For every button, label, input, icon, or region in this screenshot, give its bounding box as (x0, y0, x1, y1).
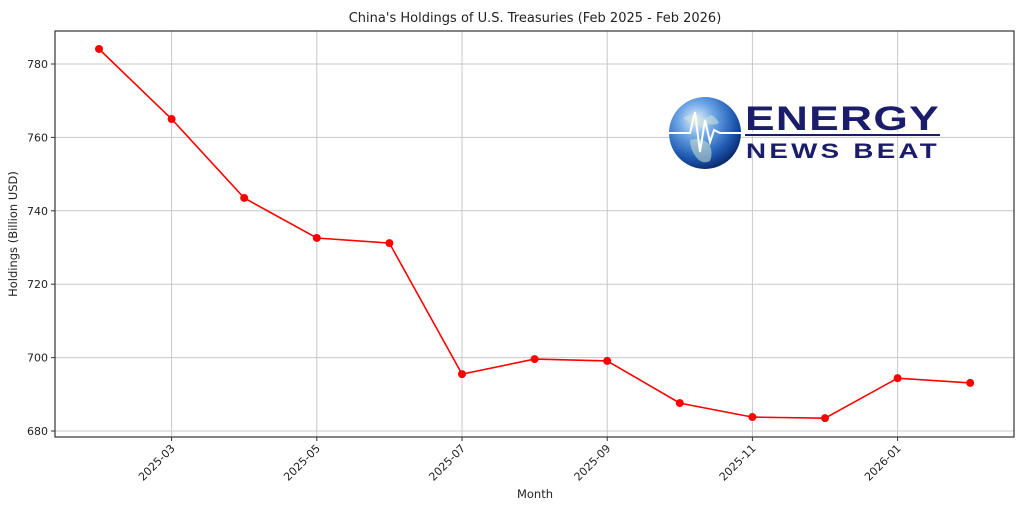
y-tick-label: 760 (27, 131, 48, 144)
heartbeat-line-icon (668, 111, 940, 153)
chart-title: China's Holdings of U.S. Treasuries (Feb… (349, 11, 722, 26)
data-point-marker (603, 356, 612, 365)
y-tick-label: 680 (27, 425, 48, 438)
logo-energy-text: ENERGY (745, 100, 940, 138)
data-point-marker (385, 239, 394, 248)
gridlines (55, 31, 1014, 437)
data-point-marker (167, 115, 176, 124)
y-tick-label: 780 (27, 58, 48, 71)
data-point-marker (966, 378, 975, 387)
data-point-marker (675, 399, 684, 408)
energy-news-beat-logo: ENERGY NEWS BEAT (668, 97, 940, 169)
y-tick-label: 740 (27, 205, 48, 218)
data-point-marker (893, 374, 902, 383)
data-point-marker (312, 233, 321, 242)
data-series (95, 44, 975, 423)
logo-newsbeat-text: NEWS BEAT (746, 140, 940, 163)
y-axis-ticks: 680 700 720 740 760 780 (27, 58, 55, 438)
y-tick-label: 700 (27, 352, 48, 365)
data-point-marker (530, 355, 539, 364)
data-point-marker (821, 414, 829, 423)
data-point-marker (458, 370, 466, 379)
y-tick-label: 720 (27, 278, 48, 291)
x-axis-label: Month (517, 487, 553, 501)
y-axis-label: Holdings (Billion USD) (6, 171, 20, 297)
continents-shape (683, 114, 719, 163)
plot-frame (54, 30, 1015, 438)
data-point-marker (748, 413, 757, 422)
globe-icon (669, 97, 741, 169)
data-point-marker (95, 44, 103, 53)
data-point-marker (240, 193, 249, 202)
